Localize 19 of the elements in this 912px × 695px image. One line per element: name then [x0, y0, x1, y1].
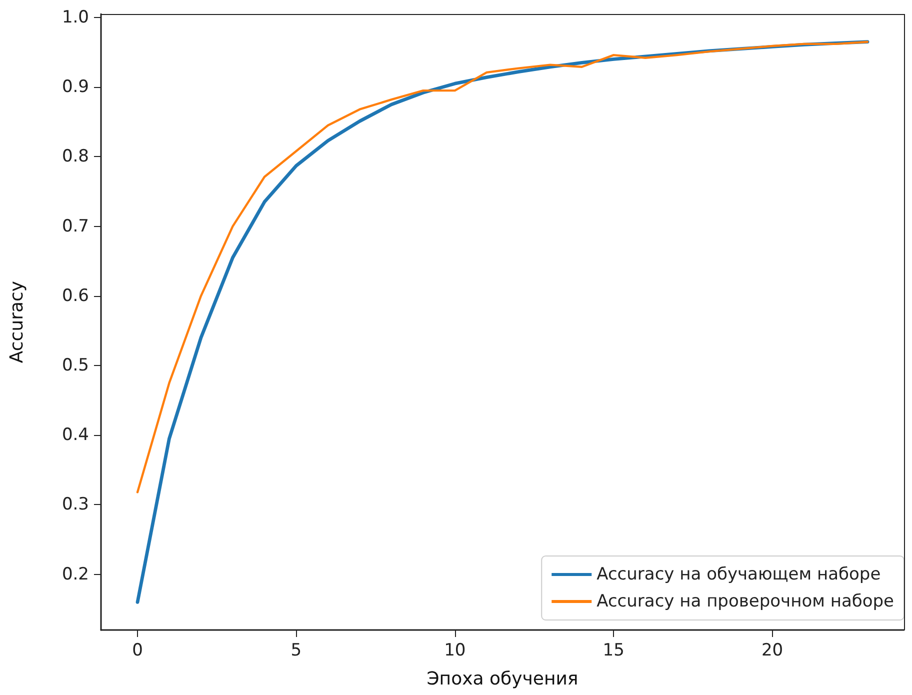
- y-tick-label: 0.9: [62, 77, 89, 98]
- x-tick-label: 0: [132, 640, 143, 660]
- x-tick-label: 10: [444, 640, 466, 660]
- x-tick-label: 20: [761, 640, 784, 660]
- y-tick-label: 0.5: [62, 356, 89, 376]
- x-tick-label: 15: [602, 640, 624, 660]
- line-series: [136, 40, 869, 494]
- y-tick-label: 0.8: [62, 146, 89, 167]
- y-tick-label: 1.0: [62, 7, 89, 28]
- y-tick-label: 0.6: [62, 286, 89, 306]
- y-tick-label: 0.2: [62, 564, 89, 584]
- y-axis-title: Accuracy: [6, 280, 28, 364]
- y-tick-label: 0.7: [62, 216, 89, 236]
- x-tick-label: 5: [290, 640, 302, 660]
- legend-label: Accuracy на обучающем наборе: [596, 564, 881, 584]
- legend-label: Accuracy на проверочном наборе: [596, 592, 894, 612]
- x-axis-title: Эпоха обучения: [426, 668, 578, 690]
- y-tick-label: 0.3: [62, 494, 89, 515]
- y-tick-label: 0.4: [62, 425, 89, 446]
